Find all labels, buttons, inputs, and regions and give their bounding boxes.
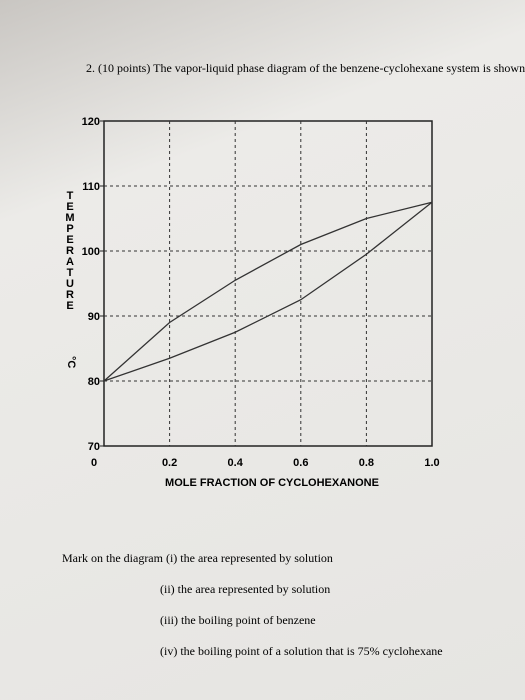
part: (iv) the boiling point of a solution tha… — [160, 644, 443, 658]
x-tick-label: 1.0 — [424, 457, 439, 469]
y-tick-label: 120 — [82, 116, 100, 128]
x-tick-label: 0.4 — [228, 457, 244, 469]
x-tick-label: 0.8 — [359, 457, 374, 469]
phase-curve — [103, 201, 433, 382]
x-tick-label: 0.6 — [293, 457, 308, 469]
phase-curve — [103, 201, 433, 382]
y-axis-unit: °C — [65, 356, 77, 368]
y-tick-label: 110 — [82, 181, 100, 193]
x-tick-label: 0 — [91, 457, 97, 469]
question: 2. (10 points) The vapor-liquid phase di… — [86, 61, 525, 75]
y-tick-label: 80 — [88, 376, 100, 388]
part: (iii) the boiling point of benzene — [160, 613, 316, 627]
y-tick-label: 100 — [82, 246, 100, 258]
x-axis-label: MOLE FRACTION OF CYCLOHEXANONE — [165, 477, 379, 489]
part: Mark on the diagram (i) the area represe… — [62, 551, 333, 565]
y-axis-label: TEMPERATURE — [64, 190, 76, 311]
y-tick-label: 70 — [88, 441, 100, 453]
chart: 70 80 90 100 110 120 0 0.2 0.4 0.6 0.8 1.0 MOLE FRAC… — [64, 116, 440, 489]
plot-frame — [103, 120, 433, 447]
y-tick-label: 90 — [88, 311, 100, 323]
x-tick-label: 0.2 — [162, 457, 177, 469]
part: (ii) the area represented by solution — [160, 582, 330, 596]
